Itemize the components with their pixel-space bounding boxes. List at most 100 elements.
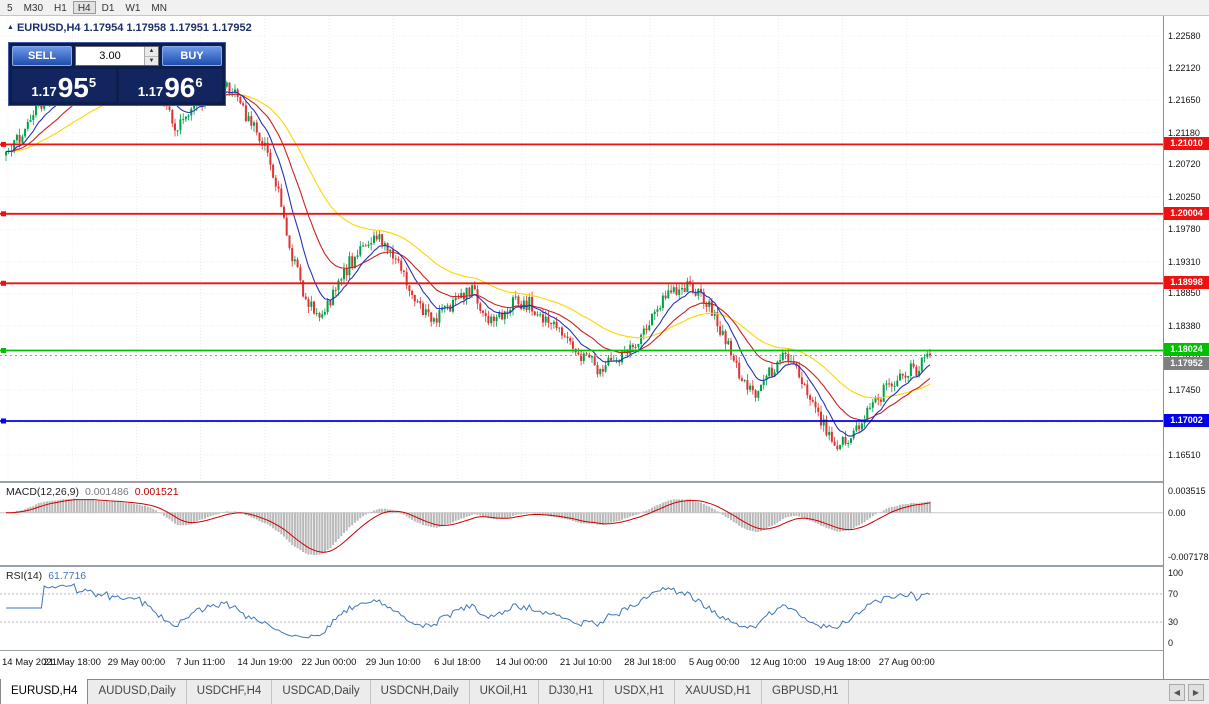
sell-price-prefix: 1.17 [31, 84, 57, 99]
lot-spinner: ▲ ▼ [144, 47, 158, 65]
pane-separator[interactable] [0, 565, 1209, 567]
chart-tab-DJ30-H1[interactable]: DJ30,H1 [539, 680, 605, 704]
chart-tab-EURUSD-H4[interactable]: EURUSD,H4 [0, 679, 89, 704]
price-axis-tick: 1.19780 [1168, 224, 1201, 235]
candlestick-chart[interactable] [0, 16, 1163, 481]
lot-increase-button[interactable]: ▲ [145, 47, 158, 57]
timeframe-toolbar: 5 M30 H1 H4 D1 W1 MN [0, 0, 1209, 16]
timeframe-button-H1[interactable]: H1 [49, 1, 72, 14]
price-axis-tick: 1.20720 [1168, 159, 1201, 170]
price-axis-tick: 1.21180 [1168, 127, 1200, 138]
chart-tab-USDCHF-H4[interactable]: USDCHF,H4 [187, 680, 273, 704]
chart-tab-XAUUSD-H1[interactable]: XAUUSD,H1 [675, 680, 762, 704]
time-axis-label: 6 Jul 18:00 [434, 657, 481, 668]
tab-scroll-arrows: ◀ ▶ [1169, 680, 1209, 704]
price-axis-tick: 1.18850 [1168, 288, 1201, 299]
chart-tab-AUDUSD-Daily[interactable]: AUDUSD,Daily [88, 680, 187, 704]
macd-signal-line [6, 499, 931, 553]
price-axis-tick: 1.21650 [1168, 95, 1201, 106]
timeframe-button-H4[interactable]: H4 [72, 1, 96, 14]
buy-button[interactable]: BUY [162, 46, 222, 66]
macd-label: MACD(12,26,9) 0.001486 0.001521 [6, 486, 179, 498]
time-axis-label: 28 Jul 18:00 [624, 657, 676, 668]
time-axis-label: 21 May 18:00 [43, 657, 101, 668]
rsi-axis-70: 70 [1168, 589, 1179, 599]
time-axis-label: 14 Jun 19:00 [237, 657, 293, 668]
macd-axis-bottom: -0.007178 [1168, 552, 1209, 562]
lot-decrease-button[interactable]: ▼ [145, 56, 158, 65]
price-level-label-1.17002: 1.17002 [1164, 414, 1209, 428]
chart-tab-USDCNH-Daily[interactable]: USDCNH,Daily [371, 680, 470, 704]
time-axis-label: 22 Jun 00:00 [301, 657, 357, 668]
price-axis-tick: 1.22580 [1168, 31, 1201, 41]
current-price-label: 1.17952 [1164, 357, 1209, 371]
chart-ohlc-header: ▲ EURUSD,H4 1.17954 1.17958 1.17951 1.179… [7, 22, 252, 34]
macd-axis-top: 0.003515 [1168, 486, 1206, 496]
timeframe-button-MN[interactable]: MN [146, 1, 172, 14]
sell-price-display[interactable]: 1.17 95 5 [12, 69, 116, 102]
chart-tab-USDCAD-Daily[interactable]: USDCAD,Daily [272, 680, 371, 704]
time-axis-label: 19 Aug 18:00 [814, 657, 871, 668]
timeframe-button-5[interactable]: 5 [2, 1, 18, 14]
buy-price-display[interactable]: 1.17 96 6 [118, 69, 222, 103]
main-chart[interactable] [0, 16, 1163, 481]
macd-name: MACD(12,26,9) [6, 486, 79, 498]
chart-tab-GBPUSD-H1[interactable]: GBPUSD,H1 [762, 680, 850, 704]
tab-scroll-left-icon[interactable]: ◀ [1169, 683, 1185, 701]
pane-separator [0, 650, 1209, 651]
price-axis-tick: 1.18380 [1168, 320, 1201, 331]
chart-tab-bar: EURUSD,H4 AUDUSD,Daily USDCHF,H4 USDCAD,Dai… [0, 679, 1209, 704]
sell-price-pip: 5 [88, 75, 97, 90]
pane-separator[interactable] [0, 481, 1209, 483]
timeframe-button-D1[interactable]: D1 [97, 1, 120, 14]
rsi-axis-0: 0 [1168, 638, 1174, 648]
chart-tab-UKOil-H1[interactable]: UKOil,H1 [470, 680, 539, 704]
rsi-label: RSI(14) 61.7716 [6, 570, 87, 582]
time-axis[interactable]: 14 May 2021 21 May 18:00 29 May 00:00 7 Jun… [0, 651, 1163, 679]
time-axis-label: 14 May 2021 [2, 657, 57, 668]
symbol-marker-icon: ▲ [7, 24, 14, 31]
timeframe-button-M30[interactable]: M30 [19, 1, 48, 14]
rsi-panel[interactable] [0, 567, 1163, 650]
price-level-label-1.21010: 1.21010 [1164, 137, 1209, 151]
candlesticks [5, 47, 931, 452]
sell-button[interactable]: SELL [12, 46, 72, 66]
tab-scroll-right-icon[interactable]: ▶ [1188, 683, 1204, 701]
time-axis-label: 12 Aug 10:00 [750, 657, 807, 668]
time-axis-label: 14 Jul 00:00 [495, 657, 548, 668]
buy-price-pip: 6 [195, 75, 203, 90]
macd-histogram [7, 498, 931, 555]
price-axis-tick: 1.20250 [1168, 191, 1201, 202]
rsi-line [6, 583, 931, 639]
chart-tab-USDX-H1[interactable]: USDX,H1 [604, 680, 676, 704]
lot-size-value[interactable]: 3.00 [99, 50, 121, 62]
price-level-label-1.18024: 1.18024 [1164, 343, 1209, 357]
macd-panel[interactable] [0, 483, 1163, 565]
sell-price-big: 95 [57, 72, 89, 103]
time-axis-label: 29 May 00:00 [107, 657, 166, 668]
price-axis[interactable]: 1.22580 1.22120 1.21650 1.21180 1.20720 1.202… [1163, 16, 1209, 679]
ma-line-10 [5, 57, 931, 437]
macd-signal-value: 0.001521 [134, 486, 179, 498]
price-axis-tick: 1.19310 [1168, 256, 1201, 267]
rsi-axis-30: 30 [1168, 617, 1179, 627]
price-axis-tick: 1.16510 [1168, 450, 1201, 460]
lot-size-field[interactable]: 3.00 ▲ ▼ [75, 46, 159, 66]
price-level-label-1.20004: 1.20004 [1164, 206, 1209, 220]
one-click-trading-panel: SELL 3.00 ▲ ▼ BUY 1.17 95 5 1.17 96 6 [8, 42, 226, 106]
ohlc-text: EURUSD,H4 1.17954 1.17958 1.17951 1.1795… [16, 22, 252, 34]
rsi-axis-100: 100 [1168, 568, 1184, 578]
rsi-chart[interactable] [0, 567, 1163, 650]
timeframe-button-W1[interactable]: W1 [120, 1, 145, 14]
time-axis-label: 27 Aug 00:00 [878, 657, 935, 668]
buy-price-big: 96 [164, 72, 196, 103]
macd-axis-zero: 0.00 [1168, 507, 1186, 518]
rsi-name: RSI(14) [6, 570, 43, 582]
macd-chart[interactable] [0, 483, 1163, 565]
price-axis-tick: 1.22120 [1168, 62, 1201, 73]
macd-main-value: 0.001486 [84, 486, 129, 498]
rsi-value: 61.7716 [48, 570, 87, 582]
price-axis-tick: 1.17450 [1168, 385, 1201, 396]
time-axis-label: 29 Jun 10:00 [365, 657, 421, 668]
buy-price-prefix: 1.17 [137, 84, 164, 99]
